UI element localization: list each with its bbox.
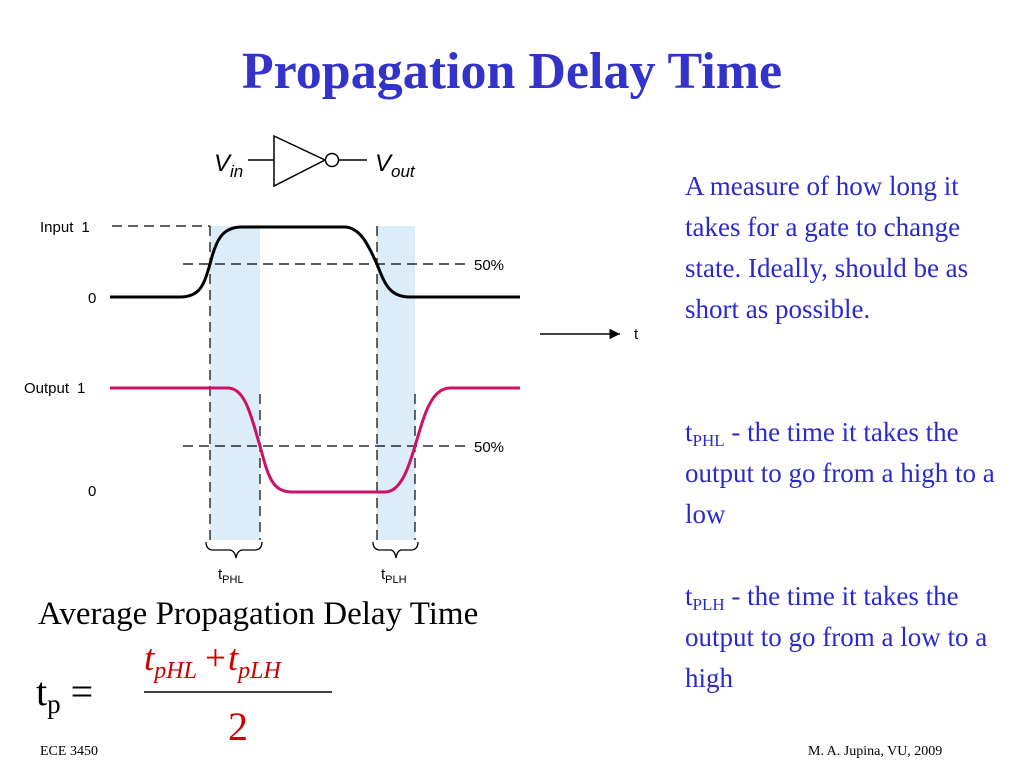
average-delay-heading: Average Propagation Delay Time bbox=[38, 596, 479, 632]
tp-symbol: t bbox=[36, 669, 48, 714]
tplh-diagram-label: tPLH bbox=[381, 566, 407, 586]
description-intro-text: A measure of how long it takes for a gat… bbox=[685, 171, 969, 324]
tphl-term: t bbox=[685, 417, 693, 447]
inverter-bubble bbox=[324, 152, 340, 168]
tphl-brace bbox=[205, 541, 263, 559]
slide-title: Propagation Delay Time bbox=[241, 43, 783, 100]
input-label: Input 1 bbox=[40, 219, 90, 236]
tp-formula-lhs: tp = bbox=[36, 668, 94, 718]
inverter-triangle bbox=[273, 134, 327, 188]
tphl-diagram-label: tPHL bbox=[218, 566, 244, 586]
formula-denominator: 2 bbox=[228, 704, 248, 749]
vout-label: Vout bbox=[375, 150, 416, 181]
footer-author: M. A. Jupina, VU, 2009 bbox=[808, 744, 943, 759]
tplh-term: t bbox=[685, 581, 693, 611]
footer-course: ECE 3450 bbox=[40, 744, 98, 759]
input-fifty-percent-label: 50% bbox=[474, 257, 504, 274]
input-zero-label: 0 bbox=[88, 290, 96, 307]
tplh-definition: tPLH - the time it takes the output to g… bbox=[685, 576, 1005, 699]
tphl-definition-text: - the time it takes the output to go fro… bbox=[685, 417, 995, 529]
input-waveform bbox=[110, 225, 520, 299]
tplh-brace bbox=[372, 541, 419, 559]
output-label: Output 1 bbox=[24, 380, 85, 397]
time-axis-label: t bbox=[634, 326, 639, 343]
tphl-term-sub: PHL bbox=[692, 431, 725, 450]
tplh-definition-text: - the time it takes the output to go fro… bbox=[685, 581, 988, 693]
tphl-definition: tPHL - the time it takes the output to g… bbox=[685, 412, 1005, 535]
vin-label: Vin bbox=[214, 150, 243, 181]
formula-numerator: tpHL +tpLH bbox=[144, 638, 282, 684]
equals-sign: = bbox=[70, 669, 94, 714]
output-waveform bbox=[110, 386, 520, 494]
description-intro: A measure of how long it takes for a gat… bbox=[685, 166, 1005, 330]
inverter-symbol: Vin Vout bbox=[214, 134, 416, 188]
output-fifty-percent-label: 50% bbox=[474, 439, 504, 456]
tphl-delay-band bbox=[210, 226, 260, 540]
tp-subscript: p bbox=[47, 689, 61, 719]
tplh-term-sub: PLH bbox=[692, 595, 725, 614]
output-zero-label: 0 bbox=[88, 483, 96, 500]
